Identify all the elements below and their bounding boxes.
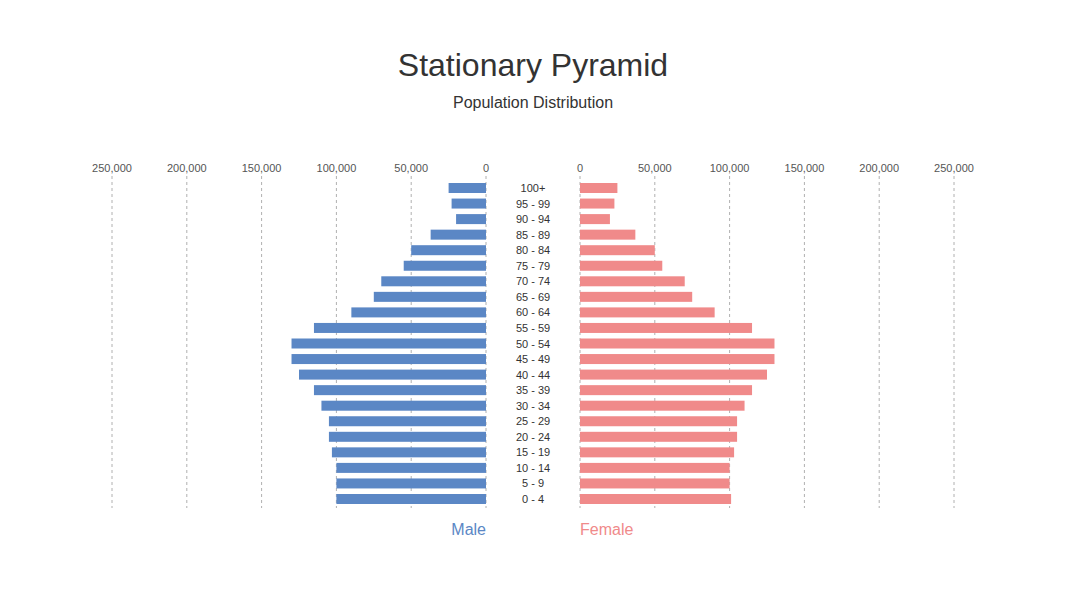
title: Stationary Pyramid — [398, 47, 668, 83]
bar — [411, 245, 486, 255]
category-label: 55 - 59 — [516, 322, 550, 334]
grid-line — [954, 176, 955, 508]
category-label: 75 - 79 — [516, 260, 550, 272]
bar — [314, 323, 486, 333]
bar — [336, 463, 486, 473]
category-label: 70 - 74 — [516, 275, 550, 287]
bar — [580, 339, 774, 349]
tick-label: 50,000 — [394, 162, 428, 174]
bar — [292, 354, 486, 364]
category-label: 50 - 54 — [516, 338, 550, 350]
grid-line — [804, 176, 805, 508]
bar — [329, 416, 486, 426]
category-label: 15 - 19 — [516, 446, 550, 458]
bar — [580, 199, 614, 209]
tick-label: 200,000 — [167, 162, 207, 174]
category-label: 80 - 84 — [516, 244, 550, 256]
bar — [580, 447, 734, 457]
bar — [336, 478, 486, 488]
legend-label: Female — [580, 521, 633, 538]
bar — [452, 199, 486, 209]
category-label: 25 - 29 — [516, 415, 550, 427]
tick-label: 100,000 — [317, 162, 357, 174]
bar — [351, 307, 486, 317]
bar — [336, 494, 486, 504]
category-label: 60 - 64 — [516, 306, 550, 318]
bar — [580, 478, 730, 488]
tick-label: 200,000 — [859, 162, 899, 174]
bar — [580, 385, 752, 395]
bar — [404, 261, 486, 271]
bar — [314, 385, 486, 395]
tick-label: 250,000 — [92, 162, 132, 174]
bar — [580, 323, 752, 333]
chart: Stationary Pyramid Population Distributio… — [0, 0, 1066, 600]
bar — [456, 214, 486, 224]
tick-label: 150,000 — [785, 162, 825, 174]
category-label: 0 - 4 — [522, 493, 544, 505]
bar — [580, 214, 610, 224]
grid-line — [112, 176, 113, 508]
grid-line — [879, 176, 880, 508]
category-label: 45 - 49 — [516, 353, 550, 365]
bar — [374, 292, 486, 302]
bar — [332, 447, 486, 457]
bar — [292, 339, 486, 349]
series-right — [580, 183, 774, 504]
category-label: 5 - 9 — [522, 477, 544, 489]
bar — [580, 416, 737, 426]
bar — [580, 432, 737, 442]
bar — [580, 292, 692, 302]
bar — [321, 401, 486, 411]
bar — [580, 307, 715, 317]
bar — [329, 432, 486, 442]
bar — [580, 463, 730, 473]
legend-label: Male — [451, 521, 486, 538]
category-label: 10 - 14 — [516, 462, 550, 474]
bar — [580, 354, 774, 364]
category-label: 95 - 99 — [516, 198, 550, 210]
bar — [580, 261, 662, 271]
tick-label: 0 — [483, 162, 489, 174]
category-label: 20 - 24 — [516, 431, 550, 443]
tick-label: 150,000 — [242, 162, 282, 174]
bar — [580, 230, 635, 240]
bar — [580, 401, 745, 411]
tick-label: 50,000 — [638, 162, 672, 174]
bar — [580, 276, 685, 286]
grid-line — [186, 176, 187, 508]
tick-label: 0 — [577, 162, 583, 174]
tick-label: 100,000 — [710, 162, 750, 174]
category-label: 65 - 69 — [516, 291, 550, 303]
bar — [580, 494, 731, 504]
tick-label: 250,000 — [934, 162, 974, 174]
grid-line — [261, 176, 262, 508]
category-label: 35 - 39 — [516, 384, 550, 396]
category-label: 90 - 94 — [516, 213, 550, 225]
bar — [449, 183, 486, 193]
category-label: 40 - 44 — [516, 369, 550, 381]
category-label: 85 - 89 — [516, 229, 550, 241]
bar — [299, 370, 486, 380]
category-label: 30 - 34 — [516, 400, 550, 412]
bar — [580, 183, 617, 193]
bar — [381, 276, 486, 286]
bar — [580, 245, 655, 255]
category-label: 100+ — [521, 182, 546, 194]
series-left — [292, 183, 486, 504]
bar — [580, 370, 767, 380]
bar — [431, 230, 486, 240]
subtitle: Population Distribution — [453, 94, 613, 111]
